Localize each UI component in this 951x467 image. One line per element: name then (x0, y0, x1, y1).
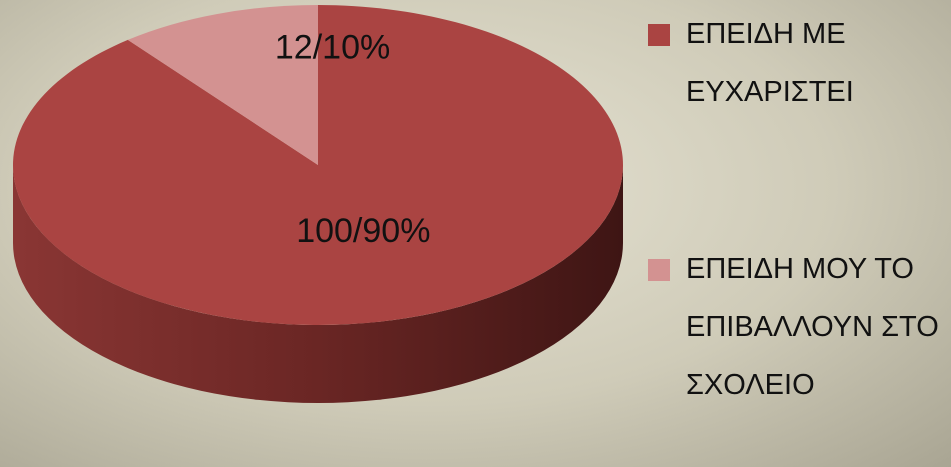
legend-swatch (648, 259, 670, 281)
data-label: 12/10% (275, 28, 390, 66)
legend-swatch (648, 24, 670, 46)
legend-item: ΕΠΕΙΔΗ ΜΟΥ ΤΟ ΕΠΙΒΑΛΛΟΥΝ ΣΤΟ ΣΧΟΛΕΙΟ (648, 240, 948, 414)
pie-slice (127, 5, 319, 165)
legend-item: ΕΠΕΙΔΗ ΜΕ ΕΥΧΑΡΙΣΤΕΙ (648, 5, 948, 121)
pie-slice (13, 5, 624, 403)
slice-top (127, 5, 319, 165)
legend-label: ΕΠΕΙΔΗ ΜΟΥ ΤΟ ΕΠΙΒΑΛΛΟΥΝ ΣΤΟ ΣΧΟΛΕΙΟ (686, 253, 939, 401)
slice-top (13, 5, 624, 325)
slice-side (13, 165, 623, 403)
legend-label: ΕΠΕΙΔΗ ΜΕ ΕΥΧΑΡΙΣΤΕΙ (686, 18, 854, 108)
data-label: 100/90% (296, 212, 430, 250)
